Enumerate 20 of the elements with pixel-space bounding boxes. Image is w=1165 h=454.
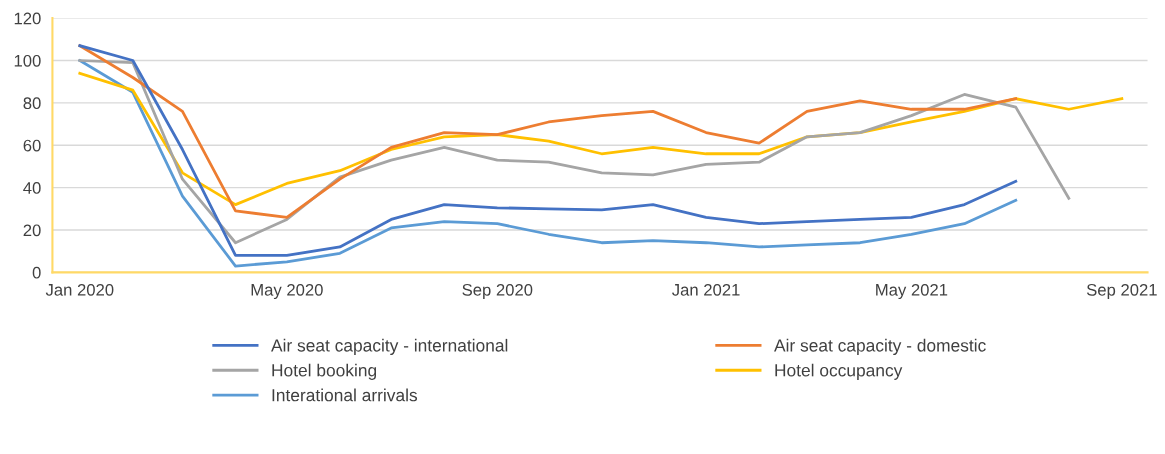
y-tick-label: 60 (23, 139, 41, 152)
x-tick-label: May 2021 (876, 283, 948, 300)
legend-label: Interational arrivals (272, 388, 418, 402)
x-tick-label: Sep 2020 (462, 283, 533, 300)
y-tick-label: 120 (14, 12, 41, 25)
y-tick-label: 80 (23, 97, 41, 110)
x-tick-label: Sep 2021 (1086, 283, 1157, 300)
y-tick-label: 40 (23, 182, 41, 194)
y-tick-label: 20 (23, 224, 41, 237)
x-tick-label: Jan 2020 (45, 283, 114, 296)
legend-label: Air seat capacity - international (271, 338, 508, 356)
legend-label: Hotel occupancy (775, 363, 903, 380)
line-series (78, 44, 1018, 219)
x-tick-label: May 2020 (251, 283, 323, 300)
y-tick-label: 0 (32, 266, 41, 279)
y-tick-label: 100 (14, 54, 41, 67)
legend-label: Air seat capacity - domestic (774, 338, 986, 356)
line-series (78, 59, 1071, 245)
legend-label: Hotel booking (272, 363, 377, 380)
x-tick-label: Jan 2021 (672, 283, 740, 296)
